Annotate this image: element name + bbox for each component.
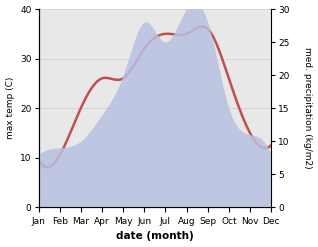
Y-axis label: max temp (C): max temp (C): [5, 77, 15, 139]
Y-axis label: med. precipitation (kg/m2): med. precipitation (kg/m2): [303, 47, 313, 169]
X-axis label: date (month): date (month): [116, 231, 194, 242]
